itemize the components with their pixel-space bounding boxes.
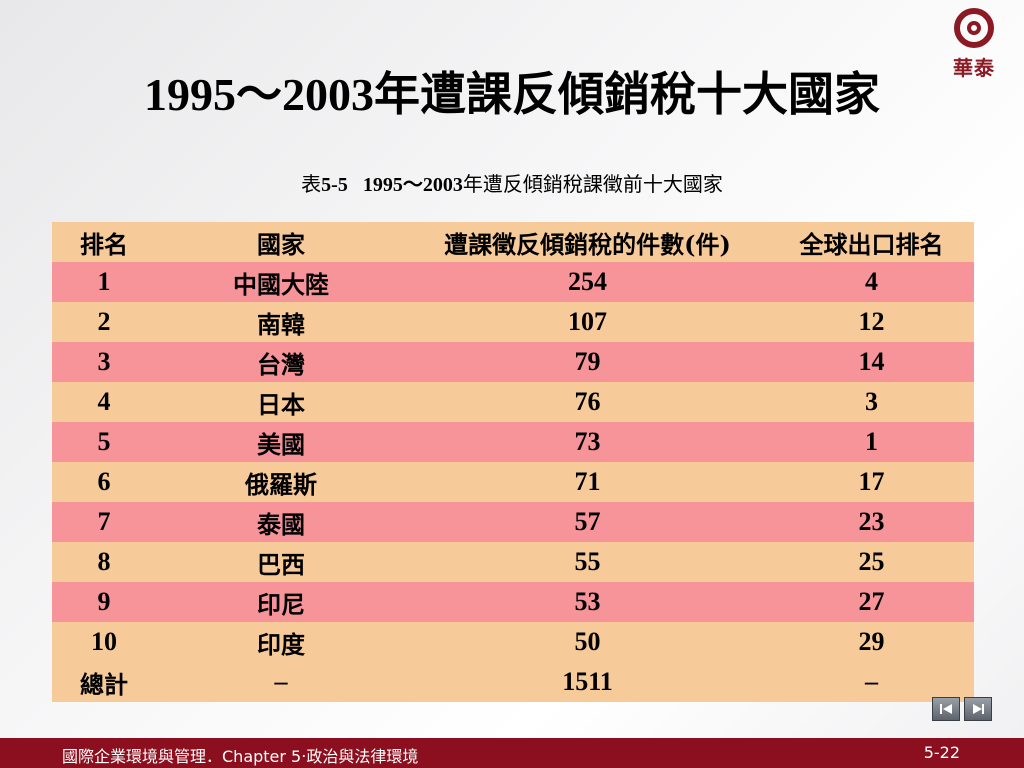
cell-export-rank: 4: [769, 262, 974, 302]
cell-rank: 6: [52, 462, 156, 502]
table-row: 7 泰國 57 23: [52, 502, 974, 542]
cell-country: 南韓: [156, 302, 406, 342]
table-row: 10 印度 50 29: [52, 622, 974, 662]
cell-cases: 50: [406, 622, 769, 662]
cell-cases: 254: [406, 262, 769, 302]
cell-cases: 71: [406, 462, 769, 502]
cell-rank: 3: [52, 342, 156, 382]
logo-ring-icon: [954, 8, 994, 48]
cell-cases: 53: [406, 582, 769, 622]
cell-cases: 55: [406, 542, 769, 582]
total-export-rank: –: [769, 662, 974, 702]
cell-export-rank: 14: [769, 342, 974, 382]
table-row: 8 巴西 55 25: [52, 542, 974, 582]
total-cases: 1511: [406, 662, 769, 702]
header-rank: 排名: [52, 222, 156, 262]
cell-rank: 9: [52, 582, 156, 622]
cell-country: 印尼: [156, 582, 406, 622]
cell-export-rank: 27: [769, 582, 974, 622]
table-row: 3 台灣 79 14: [52, 342, 974, 382]
cell-rank: 10: [52, 622, 156, 662]
cell-country: 巴西: [156, 542, 406, 582]
table-row: 5 美國 73 1: [52, 422, 974, 462]
next-slide-button[interactable]: [964, 697, 992, 721]
cell-country: 俄羅斯: [156, 462, 406, 502]
table-row: 9 印尼 53 27: [52, 582, 974, 622]
cell-country: 中國大陸: [156, 262, 406, 302]
footer-bar: 國際企業環境與管理．Chapter 5‧政治與法律環境 5-22: [0, 738, 1024, 768]
caption-prefix: 表: [301, 174, 322, 196]
caption-label: 5-5 1995～2003: [321, 174, 463, 196]
logo-text: 華泰: [953, 56, 995, 80]
header-export-rank: 全球出口排名: [769, 222, 974, 262]
cell-cases: 76: [406, 382, 769, 422]
cell-rank: 2: [52, 302, 156, 342]
cell-cases: 73: [406, 422, 769, 462]
cell-country: 印度: [156, 622, 406, 662]
footer-course-title: 國際企業環境與管理．Chapter 5‧政治與法律環境: [62, 747, 419, 766]
cell-rank: 4: [52, 382, 156, 422]
publisher-logo: 華泰: [938, 8, 1010, 88]
table-row: 6 俄羅斯 71 17: [52, 462, 974, 502]
cell-rank: 8: [52, 542, 156, 582]
cell-country: 日本: [156, 382, 406, 422]
table-header-row: 排名 國家 遭課徵反傾銷稅的件數(件) 全球出口排名: [52, 222, 974, 262]
cell-cases: 107: [406, 302, 769, 342]
caption-rest: 年遭反傾銷稅課徵前十大國家: [462, 174, 723, 196]
table-row: 1 中國大陸 254 4: [52, 262, 974, 302]
cell-cases: 57: [406, 502, 769, 542]
cell-country: 美國: [156, 422, 406, 462]
header-cases: 遭課徵反傾銷稅的件數(件): [406, 222, 769, 262]
slide-navigation: [932, 697, 992, 721]
first-slide-icon: [940, 704, 952, 714]
slide-title: 1995～2003年遭課反傾銷稅十大國家: [144, 69, 880, 120]
cell-export-rank: 1: [769, 422, 974, 462]
cell-export-rank: 12: [769, 302, 974, 342]
total-country: –: [156, 662, 406, 702]
cell-export-rank: 3: [769, 382, 974, 422]
cell-export-rank: 29: [769, 622, 974, 662]
next-slide-icon: [973, 704, 984, 714]
cell-rank: 1: [52, 262, 156, 302]
cell-export-rank: 23: [769, 502, 974, 542]
cell-cases: 79: [406, 342, 769, 382]
cell-rank: 7: [52, 502, 156, 542]
footer-page-number: 5-22: [923, 743, 960, 762]
anti-dumping-table: 排名 國家 遭課徵反傾銷稅的件數(件) 全球出口排名 1 中國大陸 254 4 …: [52, 222, 974, 702]
cell-export-rank: 25: [769, 542, 974, 582]
cell-country: 台灣: [156, 342, 406, 382]
header-country: 國家: [156, 222, 406, 262]
cell-export-rank: 17: [769, 462, 974, 502]
cell-rank: 5: [52, 422, 156, 462]
table-row: 2 南韓 107 12: [52, 302, 974, 342]
total-label: 總計: [52, 662, 156, 702]
first-slide-button[interactable]: [932, 697, 960, 721]
table-total-row: 總計 – 1511 –: [52, 662, 974, 702]
table-caption: 表5-5 1995～2003年遭反傾銷稅課徵前十大國家: [0, 168, 1024, 197]
cell-country: 泰國: [156, 502, 406, 542]
table-row: 4 日本 76 3: [52, 382, 974, 422]
